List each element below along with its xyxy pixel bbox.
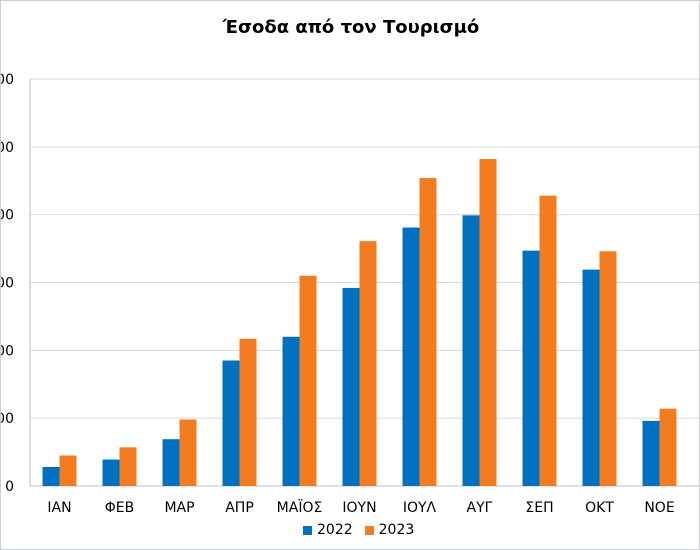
bar-2022-ΜΑΪΟΣ xyxy=(282,336,300,486)
bar-2023-ΙΟΥΝ xyxy=(359,241,377,486)
y-tick-label: 0 xyxy=(5,479,14,495)
legend-swatch-2023 xyxy=(364,525,374,535)
bar-2023-ΦΕΒ xyxy=(119,447,137,486)
bar-2022-ΦΕΒ xyxy=(102,459,120,486)
bar-2022-ΟΚΤ xyxy=(582,269,600,486)
bar-2022-ΑΠΡ xyxy=(222,360,240,486)
bar-2022-ΙΑΝ xyxy=(42,467,60,486)
x-tick-label: ΣΕΠ xyxy=(525,500,553,516)
x-tick-label: ΑΥΓ xyxy=(467,500,493,516)
x-tick-label: ΜΑΪΟΣ xyxy=(277,498,323,516)
y-tick-label: 000 xyxy=(1,276,14,292)
x-tick-label: ΑΠΡ xyxy=(225,500,254,516)
x-tick-label: ΦΕΒ xyxy=(105,500,134,516)
bar-2023-ΙΟΥΛ xyxy=(419,178,437,486)
y-tick-label: 000 xyxy=(1,208,14,224)
bar-2022-ΣΕΠ xyxy=(522,250,540,486)
bar-2022-ΝΟΕ xyxy=(642,420,660,486)
legend-item-2022: 2022 xyxy=(303,522,353,538)
bar-2022-ΙΟΥΛ xyxy=(402,227,420,486)
legend-label-2022: 2022 xyxy=(317,522,353,538)
legend-label-2023: 2023 xyxy=(378,522,415,538)
y-tick-label: 000 xyxy=(1,411,14,427)
y-tick-label: 000 xyxy=(1,343,14,359)
x-tick-label: ΝΟΕ xyxy=(644,500,674,516)
y-tick-label: 000 xyxy=(1,72,14,88)
bar-2023-ΑΥΓ xyxy=(479,159,497,486)
bar-2022-ΙΟΥΝ xyxy=(342,287,360,486)
bar-2023-ΜΑΡ xyxy=(179,419,197,486)
bar-2023-ΜΑΪΟΣ xyxy=(299,275,317,486)
x-tick-label: ΜΑΡ xyxy=(164,500,194,516)
bar-2023-ΑΠΡ xyxy=(239,338,257,486)
bar-2022-ΜΑΡ xyxy=(162,439,180,486)
legend: 2022 2023 xyxy=(303,522,414,538)
legend-swatch-2022 xyxy=(303,525,312,535)
bar-2023-ΣΕΠ xyxy=(539,195,557,486)
x-tick-label: ΟΚΤ xyxy=(585,500,614,516)
bar-2023-ΙΑΝ xyxy=(59,455,77,486)
bar-2023-ΝΟΕ xyxy=(659,408,677,486)
bar-2022-ΑΥΓ xyxy=(462,215,480,486)
x-tick-label: ΙΑΝ xyxy=(47,500,71,516)
bar-2023-ΟΚΤ xyxy=(599,251,617,486)
chart-title: Έσοδα από τον Τουρισμό xyxy=(222,17,480,38)
x-tick-label: ΙΟΥΛ xyxy=(403,500,437,516)
y-tick-label: 000 xyxy=(1,140,14,156)
x-tick-label: ΙΟΥΝ xyxy=(342,500,376,516)
legend-item-2023: 2023 xyxy=(364,522,415,538)
